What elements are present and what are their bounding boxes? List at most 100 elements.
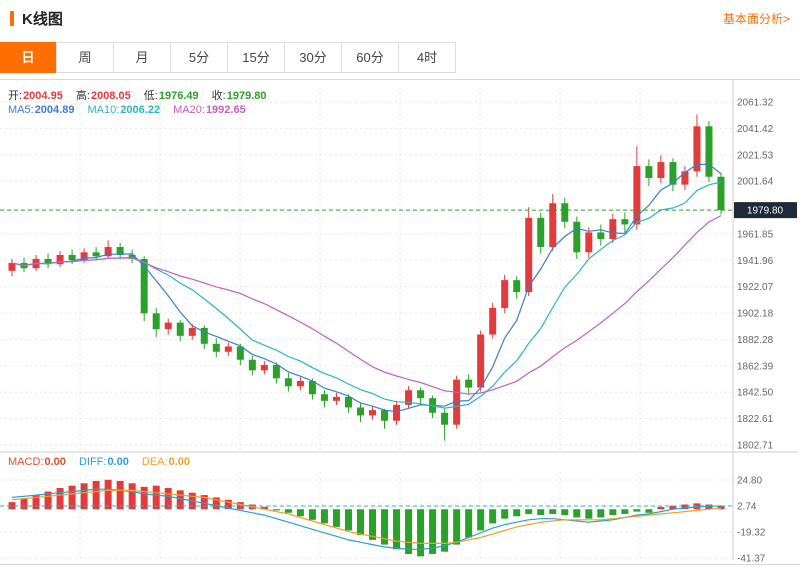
macd-tick-label: 24.80 — [737, 476, 762, 487]
y-tick-label: 1922.07 — [737, 282, 774, 293]
macd-bar-negative — [405, 509, 413, 555]
macd-bar-positive — [128, 483, 136, 510]
tab-30分[interactable]: 30分 — [284, 42, 342, 73]
kline-chart-canvas[interactable]: 2061.32 2041.42 2021.53 2001.64 1961.85 1941.… — [0, 80, 798, 562]
candle-up — [224, 346, 232, 352]
dea-value: 0.00 — [168, 456, 191, 468]
tab-周[interactable]: 周 — [56, 42, 114, 73]
tab-15分[interactable]: 15分 — [227, 42, 285, 73]
high-label: 高: — [75, 90, 90, 102]
grid-lines — [0, 88, 733, 560]
macd-bar-negative — [549, 509, 557, 514]
y-tick-label: 2021.53 — [737, 150, 774, 161]
y-tick-label: 1961.85 — [737, 229, 774, 240]
macd-bar-negative — [284, 509, 292, 513]
macd-bar-positive — [152, 485, 160, 510]
ohlc-readout: 开:2004.95 高:2008.05 低:1976.49 收:1979.80 — [8, 87, 277, 103]
dea-line — [11, 489, 722, 544]
ma10-line — [11, 181, 722, 409]
chart-area: 2061.32 2041.42 2021.53 2001.64 1961.85 1941.… — [0, 79, 800, 565]
y-tick-label: 1802.71 — [737, 441, 774, 452]
ma-readout: MA5:2004.89 MA10:2006.22 MA20:1992.65 — [8, 104, 256, 116]
candle-down — [68, 254, 76, 261]
candle-down — [561, 203, 569, 222]
ma20-line — [11, 215, 722, 395]
macd-bar-positive — [657, 506, 665, 510]
diff-value: 0.00 — [107, 456, 129, 468]
candle-down — [381, 410, 389, 421]
macd-bar-negative — [344, 509, 352, 531]
interval-tabs: 日周月 5分 15分 30分 60分 4时 — [0, 42, 800, 73]
macd-bar-positive — [164, 488, 172, 510]
macd-bar-positive — [8, 502, 16, 510]
candle-down — [669, 162, 677, 185]
candle-up — [453, 379, 461, 425]
candle-down — [92, 252, 100, 257]
macd-bar-negative — [465, 509, 473, 538]
candle-down — [513, 280, 521, 293]
tab-日[interactable]: 日 — [0, 42, 57, 73]
macd-bar-positive — [92, 480, 100, 510]
open-label: 开: — [8, 90, 23, 102]
macd-bar-negative — [525, 509, 533, 514]
dea-label: DEA: — [141, 456, 168, 468]
candle-down — [621, 219, 629, 225]
macd-bar-negative — [308, 509, 316, 520]
macd-bar-negative — [441, 509, 449, 552]
macd-histogram — [8, 479, 725, 557]
title-accent-bar — [10, 10, 14, 26]
macd-bar-negative — [489, 509, 497, 524]
diff-line — [11, 488, 722, 550]
macd-bar-negative — [332, 509, 340, 527]
candle-up — [260, 365, 268, 371]
ma5-line — [11, 163, 722, 413]
macd-tick-label: -19.32 — [737, 528, 766, 539]
macd-bar-positive — [68, 485, 76, 510]
y-tick-label: 1842.50 — [737, 388, 774, 399]
open-value: 2004.95 — [23, 90, 63, 102]
tab-4时[interactable]: 4时 — [398, 42, 456, 73]
tab-5分[interactable]: 5分 — [170, 42, 228, 73]
macd-bar-negative — [633, 509, 641, 512]
candle-down — [284, 378, 292, 387]
candle-down — [236, 346, 244, 360]
candle-down — [705, 126, 713, 177]
candle-down — [356, 407, 364, 416]
candle-up — [489, 308, 497, 335]
macd-bar-negative — [296, 509, 304, 517]
macd-bar-negative — [609, 509, 617, 516]
candle-down — [272, 365, 280, 379]
macd-bar-positive — [176, 490, 184, 510]
ma10-label: MA10: — [87, 104, 120, 116]
candle-up — [56, 254, 64, 265]
macd-bar-positive — [56, 488, 64, 510]
low-value: 1976.49 — [158, 90, 199, 102]
macd-bar-negative — [356, 509, 364, 536]
macd-bar-negative — [621, 509, 629, 514]
macd-bar-negative — [477, 509, 485, 531]
tab-月[interactable]: 月 — [113, 42, 171, 73]
macd-bar-positive — [104, 479, 112, 510]
macd-bar-negative — [393, 509, 401, 550]
macd-bar-negative — [381, 509, 389, 545]
candle-down — [140, 258, 148, 314]
diff-label: DIFF: — [78, 456, 107, 468]
page-title: K线图 — [22, 10, 63, 28]
macd-bar-negative — [597, 509, 605, 518]
y-tick-label: 1822.61 — [737, 414, 774, 425]
candle-up — [477, 334, 485, 388]
candle-down — [308, 380, 316, 395]
macd-bar-negative — [417, 509, 425, 557]
candle-down — [441, 412, 449, 425]
macd-bar-positive — [717, 506, 725, 510]
macd-bar-positive — [212, 497, 220, 510]
fundamental-analysis-link[interactable]: 基本面分析> — [722, 11, 790, 26]
candle-up — [188, 327, 196, 336]
macd-bar-negative — [585, 509, 593, 519]
tab-60分[interactable]: 60分 — [341, 42, 399, 73]
y-tick-label: 1882.28 — [737, 335, 774, 346]
macd-bar-positive — [224, 499, 232, 510]
candle-up — [681, 171, 689, 185]
candle-down — [465, 379, 473, 388]
macd-bar-positive — [44, 491, 52, 510]
